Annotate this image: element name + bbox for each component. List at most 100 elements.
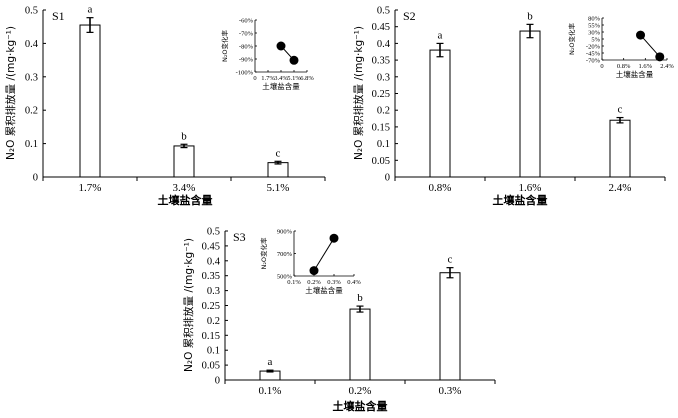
y-tick-label: 0	[33, 173, 38, 184]
y-tick-label: 0	[385, 173, 390, 184]
x-tick-label: 0.1%	[259, 385, 282, 397]
x-tick-label: 1.7%	[79, 182, 102, 194]
panel-label: S3	[233, 230, 246, 244]
y-tick-label: 0.05	[372, 156, 390, 167]
y-tick-label: 0.2	[377, 106, 390, 117]
inset-point	[329, 233, 339, 243]
y-tick-label: 0.45	[202, 241, 220, 252]
inset-x-tick-label: 0.3%	[327, 279, 341, 286]
bar	[609, 119, 631, 178]
inset-x-tick-label: 3.4%	[274, 75, 288, 82]
x-axis-title: 土壤盐含量	[158, 193, 213, 207]
panel-label: S1	[52, 9, 65, 23]
inset-y-tick-label: -45%	[586, 51, 601, 58]
significance-label: a	[88, 4, 93, 16]
bar	[519, 30, 541, 178]
y-tick-label: 0	[215, 376, 220, 387]
inset-y-tick-label: -90%	[239, 57, 254, 64]
inset-y-tick-label: -70%	[586, 58, 601, 65]
y-tick-label: 0.35	[372, 56, 390, 67]
significance-label: b	[527, 10, 533, 22]
inset-y-tick-label: 80%	[588, 16, 601, 23]
x-axis-title: 土壤盐含量	[333, 399, 388, 413]
inset-x-tick-label: 0	[600, 63, 603, 70]
y-tick-label: 0.3	[377, 72, 390, 83]
significance-label: b	[181, 130, 187, 142]
inset-point	[655, 52, 665, 62]
inset-x-tick-label: 2.4%	[660, 63, 674, 70]
inset-background	[223, 14, 309, 96]
bar	[439, 272, 461, 381]
x-tick-label: 3.4%	[173, 182, 196, 194]
y-axis-title: N₂O 累积排放量 /(mg·kg⁻¹)	[182, 238, 195, 372]
y-axis-title: N₂O 累积排放量 /(mg·kg⁻¹)	[352, 26, 365, 160]
inset-x-title: 土壤盐含量	[616, 69, 654, 79]
y-tick-label: 0.4	[207, 256, 221, 267]
bar	[267, 162, 289, 178]
panel-label: S2	[403, 9, 416, 23]
inset-chart: -60% -70% -80% -90% -100%0 1.7% 3.4% 5.1% 6.8%土壤…	[220, 14, 314, 96]
significance-label: a	[438, 29, 443, 41]
inset-y-tick-label: -60%	[239, 18, 254, 25]
x-tick-label: 0.2%	[349, 385, 372, 397]
panel-s2: 0 0.05 0.1 0.15 0.2 0.25 0.3 0.35 0.4 0.45 0.5 a 0.8…	[352, 6, 674, 208]
inset-x-tick-label: 0.8%	[617, 63, 631, 70]
x-tick-label: 1.6%	[519, 182, 542, 194]
x-axis-title: 土壤盐含量	[493, 193, 548, 207]
inset-x-tick-label: 0.2%	[307, 279, 321, 286]
x-tick-label: 0.8%	[429, 182, 452, 194]
inset-y-title: N₂O变化率	[220, 29, 229, 62]
inset-y-tick-label: -80%	[239, 44, 254, 51]
inset-point	[309, 266, 319, 276]
inset-x-title: 土壤盐含量	[305, 285, 343, 295]
panel-s3: 0 0.05 0.1 0.15 0.2 0.25 0.3 0.35 0.4 0.45 0.5 a 0.1…	[182, 225, 496, 413]
y-tick-label: 0.4	[25, 39, 39, 50]
inset-point	[636, 30, 646, 40]
y-tick-label: 0.25	[202, 301, 220, 312]
bar	[173, 145, 195, 178]
inset-y-tick-label: -100%	[236, 70, 254, 77]
inset-y-title: N₂O变化率	[567, 22, 576, 55]
inset-y-tick-label: 500%	[277, 274, 293, 281]
inset-y-tick-label: 5%	[591, 37, 600, 44]
inset-line	[640, 34, 661, 58]
inset-y-tick-label: -70%	[239, 31, 254, 38]
x-tick-label: 0.3%	[439, 385, 462, 397]
y-axis-title: N₂O 累积排放量 /(mg·kg⁻¹)	[4, 26, 17, 160]
bar	[79, 24, 101, 178]
inset-line	[313, 237, 335, 271]
y-tick-label: 0.15	[372, 122, 390, 133]
bar	[429, 49, 451, 178]
inset-y-title: N₂O变化率	[259, 237, 268, 270]
inset-x-tick-label: 6.8%	[300, 75, 314, 82]
panel-s1: 0 0.1 0.2 0.3 0.4 0.5 a 1.7% b 3.4% c 5.1% S1 土壤盐含量 N₂…	[4, 4, 326, 207]
x-tick-label: 5.1%	[267, 182, 290, 194]
y-tick-label: 0.15	[202, 331, 220, 342]
significance-label: c	[276, 147, 281, 159]
inset-point	[289, 55, 299, 65]
y-tick-label: 0.45	[372, 22, 390, 33]
y-tick-label: 0.1	[25, 139, 38, 150]
y-tick-label: 0.05	[202, 361, 220, 372]
y-tick-label: 0.2	[25, 106, 38, 117]
y-tick-label: 0.1	[377, 139, 390, 150]
significance-label: c	[448, 254, 453, 266]
bar	[349, 308, 371, 381]
y-tick-label: 0.5	[207, 227, 220, 238]
inset-y-tick-label: 700%	[277, 251, 293, 258]
inset-background	[262, 225, 356, 300]
inset-y-tick-label: 30%	[588, 30, 601, 37]
inset-y-tick-label: -20%	[586, 44, 601, 51]
y-tick-label: 0.25	[372, 89, 390, 100]
inset-chart: 900% 700% 500%0.1% 0.2% 0.3% 0.4% 土壤盐含量 N₂O变化率	[259, 225, 361, 300]
y-tick-label: 0.35	[202, 271, 220, 282]
inset-x-tick-label: 0	[253, 75, 256, 82]
y-tick-label: 0.5	[377, 6, 390, 17]
inset-x-tick-label: 1.7%	[261, 75, 275, 82]
y-tick-label: 0.3	[25, 72, 38, 83]
significance-label: a	[268, 356, 273, 368]
y-tick-label: 0.1	[207, 346, 220, 357]
y-tick-label: 0.4	[377, 39, 391, 50]
x-tick-label: 2.4%	[609, 182, 632, 194]
